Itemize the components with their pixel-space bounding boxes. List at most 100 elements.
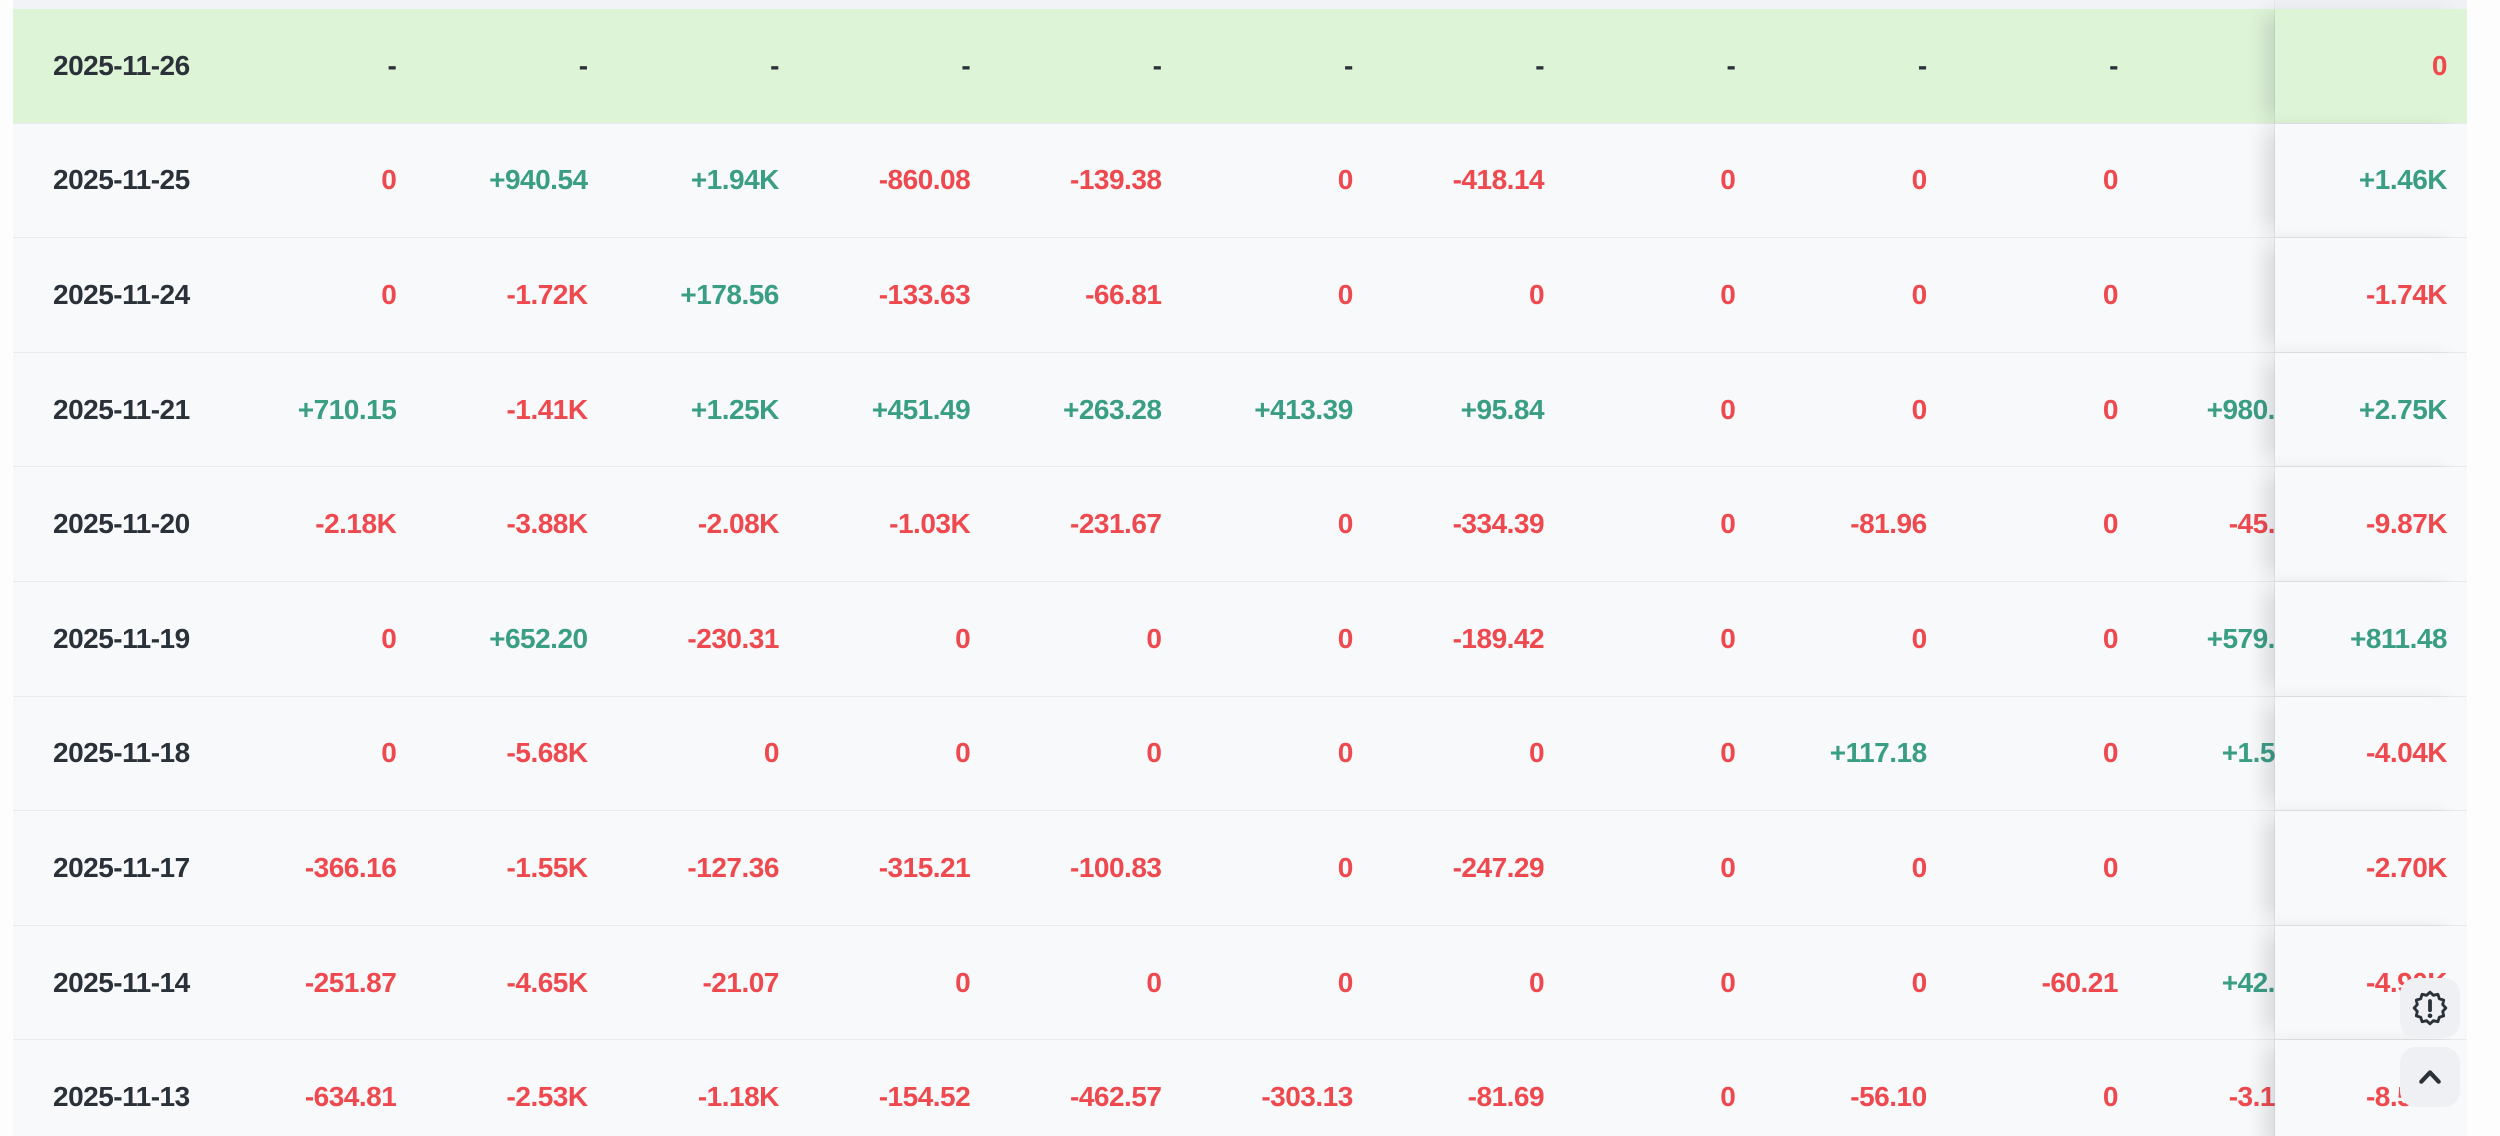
value-cell: +117.18 (1829, 737, 1927, 769)
value-cell: 0 (1337, 278, 1354, 310)
clipped-value-cell: +579. (2206, 622, 2275, 654)
value-cell: -81.69 (1467, 1081, 1545, 1113)
total-value: -1.74K (2365, 278, 2448, 310)
table-row[interactable]: 2025-11-13 -634.81 -2.53K -1.18K -154.52 -462… (13, 1040, 2467, 1136)
total-sticky-cell: +811.48 (2275, 581, 2467, 696)
total-value: -4.04K (2365, 737, 2448, 769)
value-cell: 0 (955, 966, 971, 998)
value-cell: +1.94K (690, 164, 780, 196)
date-cell: 2025-11-24 (53, 278, 190, 310)
value-cell: 0 (1720, 1081, 1736, 1113)
total-sticky-cell: 0 (2275, 9, 2467, 123)
value-cell: +451.49 (871, 393, 971, 425)
table-row[interactable]: 2025-11-25 0 +940.54 +1.94K -860.08 -139.38 0 -… (13, 123, 2467, 239)
scroll-to-top-button[interactable] (2400, 1047, 2460, 1107)
clipped-value-cell: +980. (2206, 393, 2275, 425)
total-value: -9.87K (2365, 508, 2448, 540)
value-cell: +652.20 (489, 622, 588, 654)
value-cell: +263.28 (1062, 393, 1162, 425)
total-value: +1.46K (2358, 164, 2448, 196)
value-cell: 0 (381, 278, 397, 310)
clipped-value-cell: +1.5 (2221, 737, 2275, 769)
table-row[interactable]: 2025-11-21 +710.15 -1.41K +1.25K +451.49 +263… (13, 352, 2467, 468)
total-value: +811.48 (2350, 622, 2447, 654)
table-row[interactable]: 2025-11-20 -2.18K -3.88K -2.08K -1.03K -231.6… (13, 467, 2467, 582)
value-cell: -418.14 (1452, 164, 1545, 196)
date-cell: 2025-11-19 (53, 622, 190, 654)
total-sticky-cell: -1.74K (2275, 238, 2467, 352)
value-cell: - (387, 49, 397, 81)
value-cell: -66.81 (1085, 278, 1162, 310)
value-cell: 0 (2102, 393, 2119, 425)
value-cell: 0 (2102, 278, 2119, 310)
value-cell: 0 (763, 737, 780, 769)
value-cell: -2.53K (506, 1081, 589, 1113)
badge-exclamation-icon (2411, 989, 2449, 1027)
value-cell: 0 (1146, 966, 1162, 998)
table-row[interactable]: 2025-11-17 -366.16 -1.55K -127.36 -315.21 -10… (13, 811, 2467, 926)
value-cell: -21.07 (702, 966, 779, 998)
value-cell: -1.72K (506, 278, 589, 310)
date-cell: 2025-11-21 (53, 393, 190, 425)
value-cell: 0 (1337, 508, 1354, 540)
value-cell: -1.18K (697, 1081, 780, 1113)
date-cell: 2025-11-25 (53, 164, 190, 196)
value-cell: - (1535, 49, 1545, 81)
value-cell: - (1917, 49, 1927, 81)
table-row[interactable]: 2025-11-18 0 -5.68K 0 0 0 0 0 0 +117.18 0 +1.5 -4.04… (13, 696, 2467, 812)
value-cell: -366.16 (304, 851, 397, 883)
value-cell: -2.08K (697, 508, 780, 540)
value-cell: - (961, 49, 971, 81)
value-cell: - (770, 49, 779, 81)
date-cell: 2025-11-13 (53, 1081, 190, 1113)
value-cell: -127.36 (687, 851, 779, 883)
value-cell: +710.15 (297, 393, 397, 425)
total-sticky-cell: +2.75K (2275, 352, 2467, 467)
table-row[interactable]: 2025-11-19 0 +652.20 -230.31 0 0 0 -189.42 0 0 0 +5… (13, 581, 2467, 697)
value-cell: +178.56 (680, 278, 779, 310)
table-row[interactable]: 2025-11-14 -251.87 -4.65K -21.07 0 0 0 0 0 0 -60.2… (13, 925, 2467, 1041)
value-cell: -56.10 (1850, 1081, 1927, 1113)
total-value: -2.70K (2365, 851, 2448, 883)
value-cell: 0 (1529, 737, 1545, 769)
value-cell: 0 (1720, 278, 1736, 310)
table-row[interactable]: 2025-11-26 - - - - - - - - - - 0 (13, 9, 2467, 124)
value-cell: 0 (1720, 851, 1736, 883)
value-cell: 0 (1911, 393, 1928, 425)
total-value: +2.75K (2358, 393, 2448, 425)
value-cell: -133.63 (878, 278, 971, 310)
value-cell: -334.39 (1452, 508, 1545, 540)
report-issue-button[interactable] (2400, 978, 2460, 1038)
value-cell: -230.31 (687, 622, 779, 654)
value-cell: -154.52 (878, 1081, 971, 1113)
value-cell: 0 (1720, 622, 1736, 654)
value-cell: -189.42 (1452, 622, 1545, 654)
value-cell: 0 (1911, 622, 1928, 654)
value-cell: 0 (1146, 622, 1162, 654)
value-cell: +413.39 (1254, 393, 1353, 425)
value-cell: -100.83 (1070, 851, 1162, 883)
value-cell: -60.21 (2041, 966, 2119, 998)
table-row[interactable]: 2025-11-24 0 -1.72K +178.56 -133.63 -66.81 0 0 0… (13, 238, 2467, 353)
value-cell: 0 (2102, 164, 2119, 196)
value-cell: 0 (2102, 1081, 2119, 1113)
total-sticky-cell: -9.87K (2275, 467, 2467, 581)
value-cell: 0 (381, 164, 397, 196)
value-cell: 0 (1337, 737, 1354, 769)
value-cell: 0 (1911, 278, 1928, 310)
value-cell: 0 (1337, 164, 1354, 196)
value-cell: 0 (1720, 737, 1736, 769)
date-cell: 2025-11-26 (53, 49, 190, 81)
value-cell: 0 (2102, 737, 2119, 769)
value-cell: -860.08 (878, 164, 971, 196)
value-cell: +940.54 (489, 164, 588, 196)
value-cell: -5.68K (506, 737, 589, 769)
value-cell: 0 (1337, 622, 1354, 654)
value-cell: 0 (1911, 164, 1928, 196)
value-cell: 0 (1337, 966, 1354, 998)
date-cell: 2025-11-17 (53, 851, 190, 883)
value-cell: - (578, 49, 588, 81)
clipped-value-cell: -3.1 (2228, 1081, 2275, 1113)
value-cell: - (2109, 49, 2118, 81)
